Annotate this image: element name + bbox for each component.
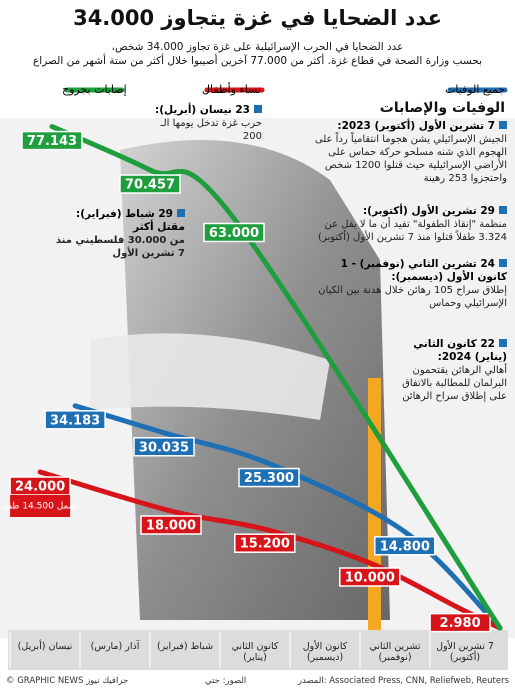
legend-label: نساء وأطفال — [202, 82, 261, 96]
annotation-date: 24 تشرين الثاني (نوفمبر) - 1 كانون الأول… — [312, 258, 507, 284]
x-tick-label: كانون الثاني (يناير) — [231, 641, 279, 663]
annotation-date: 29 تشرين الأول (أكتوبر): — [312, 205, 507, 218]
annotation-date: 29 شباط (فبراير): مقتل أكثر — [50, 208, 185, 234]
annotation: 22 كانون الثاني (يناير) 2024: أهالي الرها… — [395, 338, 507, 403]
x-tick-label: كانون الأول (ديسمبر) — [302, 641, 348, 663]
x-tick-label: نيسان (أبريل) — [17, 641, 73, 652]
value-label-bg — [133, 437, 195, 457]
annotation-date-text: 29 شباط (فبراير): مقتل أكثر — [76, 208, 185, 233]
x-tick-label: تشرين الثاني (نوفمبر) — [369, 641, 421, 663]
annotation-date: 7 تشرين الأول (أكتوبر) 2023: — [312, 120, 507, 133]
annotation-date-text: 24 تشرين الثاني (نوفمبر) - 1 كانون الأول… — [340, 258, 507, 283]
value-label-bg — [119, 174, 181, 194]
annotation: 29 تشرين الأول (أكتوبر): منظمة "إنقاذ الط… — [312, 205, 507, 244]
x-tick-label: شباط (فبراير) — [156, 641, 214, 652]
value-label-bg — [234, 533, 296, 553]
subtitle: عدد الضحايا في الحرب الإسرائيلية على غزة… — [5, 40, 510, 68]
series-line — [72, 403, 503, 631]
credit: © GRAPHIC NEWS جرافيك نيوز — [6, 676, 129, 686]
bullet — [499, 206, 507, 214]
value-label: 77.143 — [27, 134, 77, 149]
photo-shroud — [90, 333, 330, 420]
x-tick-label: آذار (مارس) — [90, 641, 140, 652]
legend-label: جميع الوفيات — [445, 83, 505, 96]
annotation: 23 نيسان (أبريل): حرب غزة تدخل يومها الـ … — [150, 104, 262, 143]
bullet — [499, 121, 507, 129]
series-line — [37, 469, 503, 631]
annotation-date: 22 كانون الثاني (يناير) 2024: — [395, 338, 507, 364]
value-label: 63.000 — [209, 226, 259, 241]
title: عدد الضحايا في غزة يتجاوز 34.000 — [73, 6, 442, 30]
value-label: 30.035 — [139, 440, 189, 455]
subtitle-line: بحسب وزارة الصحة في قطاع غزة. أكثر من 77… — [33, 55, 482, 67]
bullet — [254, 105, 262, 113]
value-label-bg — [339, 567, 401, 587]
bullet — [177, 209, 185, 217]
value-label-bg — [44, 410, 106, 430]
value-label: 70.457 — [125, 178, 175, 193]
value-label: 25.300 — [244, 471, 294, 486]
annotation-date-text: 22 كانون الثاني (يناير) 2024: — [413, 338, 507, 363]
value-label: 24.000 — [15, 480, 65, 495]
source: المصدر: Associated Press, CNN, Reliefweb… — [297, 676, 509, 686]
annotation-text: إطلاق سراح 105 رهائن خلال هدنة بين الكيا… — [318, 285, 507, 309]
bullet — [499, 259, 507, 267]
legend-label: إصابات بجروح — [62, 83, 127, 96]
photo-credit: الصور: جتي — [205, 676, 247, 686]
annotation: 24 تشرين الثاني (نوفمبر) - 1 كانون الأول… — [312, 258, 507, 310]
annotation-date: 23 نيسان (أبريل): — [150, 104, 262, 117]
annotation-date-text: 23 نيسان (أبريل): — [155, 104, 250, 116]
annotation-text: حرب غزة تدخل يومها الـ 200 — [160, 118, 262, 142]
x-axis-strip — [8, 630, 508, 670]
x-tick-label: 7 تشرين الأول (أكتوبر) — [436, 641, 494, 663]
annotation-text: الجيش الإسرائيلي يشن هجوما انتقامياً ردا… — [314, 134, 507, 184]
annotation: 7 تشرين الأول (أكتوبر) 2023: الجيش الإسرا… — [312, 120, 507, 185]
value-label: 2.980 — [440, 616, 481, 631]
value-label-bg — [429, 612, 491, 633]
value-label: 34.183 — [50, 413, 100, 428]
value-label: 15.200 — [240, 537, 290, 552]
value-label-bg — [374, 536, 436, 556]
note: يشمل 14.500 طفل — [1, 502, 80, 512]
annotation: 29 شباط (فبراير): مقتل أكثر من 30.000 فلس… — [50, 208, 185, 260]
value-label: 18.000 — [146, 519, 196, 534]
subtitle-line: عدد الضحايا في الحرب الإسرائيلية على غزة… — [111, 41, 404, 53]
annotation-text: أهالي الرهائن يقتحمون البرلمان للمطالبة … — [402, 365, 507, 402]
series-line — [49, 124, 503, 631]
annotation-date-text: 7 تشرين الأول (أكتوبر) 2023: — [337, 120, 495, 132]
value-label-bg — [203, 222, 265, 243]
value-label-bg — [140, 515, 202, 535]
value-label: 10.000 — [345, 571, 395, 586]
value-label: 14.800 — [380, 539, 430, 554]
chart-heading: الوفيات والإصابات — [379, 100, 505, 116]
bullet — [499, 339, 507, 347]
value-label-bg — [238, 467, 300, 488]
note-bg — [10, 495, 71, 517]
annotation-text: منظمة "إنقاذ الطفولة" تفيد أن ما لا يقل … — [318, 219, 507, 243]
event-bar — [368, 378, 381, 636]
annotation-date-text: 29 تشرين الأول (أكتوبر): — [362, 205, 495, 217]
annotation-text: من 30.000 فلسطيني منذ 7 تشرين الأول — [55, 235, 185, 259]
value-label-bg — [21, 130, 83, 151]
